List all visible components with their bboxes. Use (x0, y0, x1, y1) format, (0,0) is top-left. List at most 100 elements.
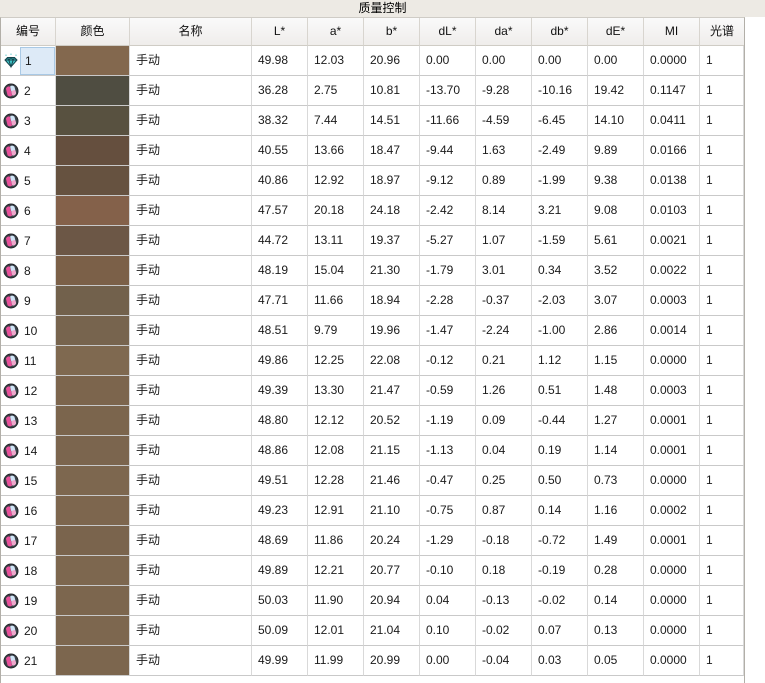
table-row[interactable]: 16 手动 49.23 12.91 21.10 -0.75 0.87 0.14 1.16 0.00… (1, 496, 744, 526)
row-number-cell[interactable]: 7 (1, 226, 56, 256)
table-row[interactable]: 2 手动 36.28 2.75 10.81 -13.70 -9.28 -10.16 19.42 0… (1, 76, 744, 106)
table-row[interactable]: 11 手动 49.86 12.25 22.08 -0.12 0.21 1.12 1.15 0.00… (1, 346, 744, 376)
header-MI[interactable]: MI (644, 18, 700, 46)
color-swatch[interactable] (56, 316, 130, 346)
row-number-cell[interactable]: 10 (1, 316, 56, 346)
value-cell-da: 0.18 (476, 556, 532, 586)
color-swatch[interactable] (56, 466, 130, 496)
row-number-cell[interactable]: 12 (1, 376, 56, 406)
table-row[interactable]: 20 手动 50.09 12.01 21.04 0.10 -0.02 0.07 0.13 0.00… (1, 616, 744, 646)
color-swatch[interactable] (56, 556, 130, 586)
table-row[interactable]: 6 手动 47.57 20.18 24.18 -2.42 8.14 3.21 9.08 0.010… (1, 196, 744, 226)
table-row[interactable]: 15 手动 49.51 12.28 21.46 -0.47 0.25 0.50 0.73 0.00… (1, 466, 744, 496)
table-row[interactable]: 1 手动 49.98 12.03 20.96 0.00 0.00 0.00 0.00 0.0000… (1, 46, 744, 76)
color-swatch[interactable] (56, 166, 130, 196)
value-cell-L: 47.71 (252, 286, 308, 316)
table-row[interactable]: 19 手动 50.03 11.90 20.94 0.04 -0.13 -0.02 0.14 0.0… (1, 586, 744, 616)
row-number-cell[interactable]: 18 (1, 556, 56, 586)
table-row[interactable]: 5 手动 40.86 12.92 18.97 -9.12 0.89 -1.99 9.38 0.01… (1, 166, 744, 196)
value-cell-L: 49.99 (252, 646, 308, 676)
spectrum-cell: 1 (700, 76, 744, 106)
table-row[interactable]: 3 手动 38.32 7.44 14.51 -11.66 -4.59 -6.45 14.10 0.… (1, 106, 744, 136)
table-row[interactable]: 14 手动 48.86 12.08 21.15 -1.13 0.04 0.19 1.14 0.00… (1, 436, 744, 466)
name-cell: 手动 (130, 646, 252, 676)
table-row[interactable]: 12 手动 49.39 13.30 21.47 -0.59 1.26 0.51 1.48 0.00… (1, 376, 744, 406)
color-swatch[interactable] (56, 196, 130, 226)
table-row[interactable]: 21 手动 49.99 11.99 20.99 0.00 -0.04 0.03 0.05 0.00… (1, 646, 744, 676)
color-swatch[interactable] (56, 76, 130, 106)
color-swatch[interactable] (56, 646, 130, 676)
header-name[interactable]: 名称 (130, 18, 252, 46)
row-number-cell[interactable]: 11 (1, 346, 56, 376)
row-number-cell[interactable]: 17 (1, 526, 56, 556)
value-cell-MI: 0.0002 (644, 496, 700, 526)
color-swatch[interactable] (56, 106, 130, 136)
row-number-cell[interactable]: 1 (1, 46, 56, 76)
color-swatch[interactable] (56, 256, 130, 286)
header-color[interactable]: 颜色 (56, 18, 130, 46)
header-spectrum[interactable]: 光谱 (700, 18, 744, 46)
color-swatch[interactable] (56, 346, 130, 376)
color-swatch[interactable] (56, 136, 130, 166)
value-cell-b: 19.37 (364, 226, 420, 256)
name-cell: 手动 (130, 106, 252, 136)
color-swatch[interactable] (56, 376, 130, 406)
header-a[interactable]: a* (308, 18, 364, 46)
header-da[interactable]: da* (476, 18, 532, 46)
table-row[interactable]: 7 手动 44.72 13.11 19.37 -5.27 1.07 -1.59 5.61 0.00… (1, 226, 744, 256)
header-db[interactable]: db* (532, 18, 588, 46)
value-cell-dE: 1.49 (588, 526, 644, 556)
header-number[interactable]: 编号 (1, 18, 56, 46)
row-number-cell[interactable]: 9 (1, 286, 56, 316)
header-dL[interactable]: dL* (420, 18, 476, 46)
value-cell-da: -0.13 (476, 586, 532, 616)
row-number-cell[interactable]: 5 (1, 166, 56, 196)
color-swatch[interactable] (56, 526, 130, 556)
value-cell-b: 20.52 (364, 406, 420, 436)
row-number-cell[interactable]: 21 (1, 646, 56, 676)
table-row[interactable]: 8 手动 48.19 15.04 21.30 -1.79 3.01 0.34 3.52 0.002… (1, 256, 744, 286)
spectrum-cell: 1 (700, 496, 744, 526)
row-number-cell[interactable]: 3 (1, 106, 56, 136)
value-cell-L: 40.55 (252, 136, 308, 166)
color-swatch[interactable] (56, 496, 130, 526)
value-cell-L: 48.86 (252, 436, 308, 466)
value-cell-b: 20.94 (364, 586, 420, 616)
color-swatch[interactable] (56, 616, 130, 646)
row-number-cell[interactable]: 15 (1, 466, 56, 496)
spectrum-cell: 1 (700, 466, 744, 496)
table-row[interactable]: 10 手动 48.51 9.79 19.96 -1.47 -2.24 -1.00 2.86 0.0… (1, 316, 744, 346)
value-cell-MI: 0.0000 (644, 646, 700, 676)
row-number-cell[interactable]: 16 (1, 496, 56, 526)
value-cell-L: 49.98 (252, 46, 308, 76)
table-row[interactable]: 13 手动 48.80 12.12 20.52 -1.19 0.09 -0.44 1.27 0.0… (1, 406, 744, 436)
name-cell: 手动 (130, 166, 252, 196)
spectrum-cell: 1 (700, 196, 744, 226)
color-swatch[interactable] (56, 286, 130, 316)
row-number-cell[interactable]: 20 (1, 616, 56, 646)
value-cell-a: 13.11 (308, 226, 364, 256)
row-number-cell[interactable]: 14 (1, 436, 56, 466)
row-number-cell[interactable]: 13 (1, 406, 56, 436)
name-cell: 手动 (130, 316, 252, 346)
row-number-cell[interactable]: 4 (1, 136, 56, 166)
spectrum-cell: 1 (700, 436, 744, 466)
color-swatch[interactable] (56, 46, 130, 76)
row-number-cell[interactable]: 2 (1, 76, 56, 106)
table-row[interactable]: 18 手动 49.89 12.21 20.77 -0.10 0.18 -0.19 0.28 0.0… (1, 556, 744, 586)
row-number-cell[interactable]: 8 (1, 256, 56, 286)
header-dE[interactable]: dE* (588, 18, 644, 46)
table-row[interactable]: 9 手动 47.71 11.66 18.94 -2.28 -0.37 -2.03 3.07 0.0… (1, 286, 744, 316)
color-swatch[interactable] (56, 406, 130, 436)
table-row[interactable]: 17 手动 48.69 11.86 20.24 -1.29 -0.18 -0.72 1.49 0.… (1, 526, 744, 556)
color-swatch[interactable] (56, 436, 130, 466)
color-swatch[interactable] (56, 586, 130, 616)
row-number-cell[interactable]: 19 (1, 586, 56, 616)
value-cell-dE: 2.86 (588, 316, 644, 346)
header-L[interactable]: L* (252, 18, 308, 46)
row-number-cell[interactable]: 6 (1, 196, 56, 226)
value-cell-db: 0.50 (532, 466, 588, 496)
color-swatch[interactable] (56, 226, 130, 256)
table-row[interactable]: 4 手动 40.55 13.66 18.47 -9.44 1.63 -2.49 9.89 0.01… (1, 136, 744, 166)
header-b[interactable]: b* (364, 18, 420, 46)
